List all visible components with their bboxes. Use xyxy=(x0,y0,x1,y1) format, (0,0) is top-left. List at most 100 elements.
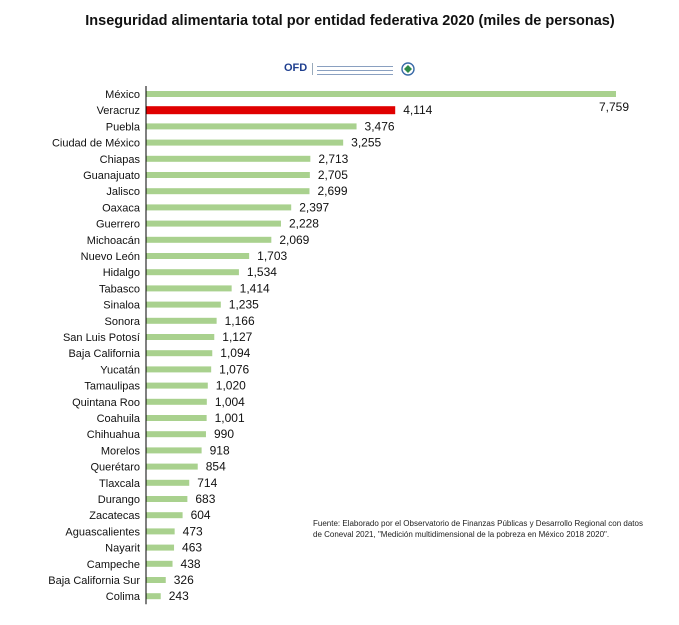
bar-ciudad-de-mexico xyxy=(146,139,344,146)
value-label-tabasco: 1,414 xyxy=(240,281,270,295)
bar-aguascalientes xyxy=(146,528,175,535)
bar-baja-california-sur xyxy=(146,577,166,583)
bar-mexico xyxy=(146,91,616,97)
value-label-durango: 683 xyxy=(195,492,215,506)
value-label-coahuila: 1,001 xyxy=(215,411,245,425)
category-label-campeche: Campeche xyxy=(87,559,140,571)
category-label-tabasco: Tabasco xyxy=(99,283,140,295)
bar-campeche xyxy=(146,560,173,567)
value-label-veracruz: 4,114 xyxy=(403,103,432,117)
value-label-mexico: 7,759 xyxy=(599,100,629,114)
value-label-michoacan: 2,069 xyxy=(279,233,309,247)
value-label-colima: 243 xyxy=(169,589,189,603)
value-label-san-luis-potosi: 1,127 xyxy=(222,330,252,344)
bar-puebla xyxy=(146,123,357,130)
category-label-ciudad-de-mexico: Ciudad de México xyxy=(52,138,140,150)
bar-chihuahua xyxy=(146,431,206,438)
category-label-aguascalientes: Aguascalientes xyxy=(65,526,140,538)
bar-san-luis-potosi xyxy=(146,334,215,340)
bar-guerrero xyxy=(146,220,281,227)
category-label-coahuila: Coahuila xyxy=(97,413,141,425)
category-label-morelos: Morelos xyxy=(101,445,141,457)
bar-tlaxcala xyxy=(146,479,190,486)
category-label-michoacan: Michoacán xyxy=(87,235,140,247)
category-label-san-luis-potosi: San Luis Potosí xyxy=(63,332,140,344)
value-label-guanajuato: 2,705 xyxy=(318,168,348,182)
category-label-guanajuato: Guanajuato xyxy=(83,170,140,182)
chart-title: Inseguridad alimentaria total por entida… xyxy=(85,13,615,29)
category-label-queretaro: Querétaro xyxy=(90,462,140,474)
value-label-chihuahua: 990 xyxy=(214,427,234,441)
bar-durango xyxy=(146,496,188,502)
value-label-baja-california: 1,094 xyxy=(220,346,250,360)
category-label-oaxaca: Oaxaca xyxy=(102,202,141,214)
value-label-campeche: 438 xyxy=(181,557,201,571)
category-label-chiapas: Chiapas xyxy=(100,154,141,166)
value-label-sinaloa: 1,235 xyxy=(229,298,259,312)
bar-baja-california xyxy=(146,350,213,357)
category-label-zacatecas: Zacatecas xyxy=(89,510,140,522)
source-note: Fuente: Elaborado por el Observatorio de… xyxy=(313,519,643,539)
bar-sonora xyxy=(146,317,217,324)
bar-veracruz xyxy=(146,106,396,115)
category-label-jalisco: Jalisco xyxy=(106,186,140,198)
value-label-nayarit: 463 xyxy=(182,541,202,555)
category-label-baja-california: Baja California xyxy=(68,348,140,360)
value-label-nuevo-leon: 1,703 xyxy=(257,249,287,263)
category-label-tlaxcala: Tlaxcala xyxy=(99,478,141,490)
value-label-jalisco: 2,699 xyxy=(317,184,347,198)
category-label-mexico: México xyxy=(105,89,140,101)
bar-chiapas xyxy=(146,155,311,162)
bar-hidalgo xyxy=(146,269,239,276)
category-label-durango: Durango xyxy=(98,494,140,506)
value-label-zacatecas: 604 xyxy=(191,508,211,522)
bar-yucatan xyxy=(146,366,212,373)
value-label-sonora: 1,166 xyxy=(225,314,255,328)
ofd-logo-emblem-icon xyxy=(401,62,415,76)
bar-sinaloa xyxy=(146,301,221,308)
bar-nuevo-leon xyxy=(146,253,250,259)
category-label-nayarit: Nayarit xyxy=(105,543,140,555)
value-label-hidalgo: 1,534 xyxy=(247,265,277,279)
bar-nayarit xyxy=(146,544,175,551)
value-label-guerrero: 2,228 xyxy=(289,217,319,231)
value-label-oaxaca: 2,397 xyxy=(299,200,329,214)
ofd-logo: OFD xyxy=(284,60,424,80)
value-label-ciudad-de-mexico: 3,255 xyxy=(351,136,381,150)
value-label-queretaro: 854 xyxy=(206,460,226,474)
value-label-tlaxcala: 714 xyxy=(197,476,217,490)
category-label-sonora: Sonora xyxy=(105,316,141,328)
bar-zacatecas xyxy=(146,512,183,519)
value-label-chiapas: 2,713 xyxy=(318,152,348,166)
bar-queretaro xyxy=(146,463,198,470)
category-label-nuevo-leon: Nuevo León xyxy=(81,251,140,263)
category-label-quintana-roo: Quintana Roo xyxy=(72,397,140,409)
value-label-puebla: 3,476 xyxy=(365,119,395,133)
category-label-chihuahua: Chihuahua xyxy=(87,429,141,441)
bar-colima xyxy=(146,593,161,600)
category-label-tamaulipas: Tamaulipas xyxy=(84,381,140,393)
category-label-sinaloa: Sinaloa xyxy=(103,300,141,312)
bar-guanajuato xyxy=(146,172,310,178)
bar-oaxaca xyxy=(146,204,292,211)
category-label-baja-california-sur: Baja California Sur xyxy=(48,575,140,587)
category-label-guerrero: Guerrero xyxy=(96,219,140,231)
value-label-morelos: 918 xyxy=(210,443,230,457)
bar-tamaulipas xyxy=(146,382,208,389)
bar-michoacan xyxy=(146,236,272,243)
value-label-baja-california-sur: 326 xyxy=(174,573,194,587)
bar-morelos xyxy=(146,447,202,454)
value-label-aguascalientes: 473 xyxy=(183,524,203,538)
bar-coahuila xyxy=(146,415,207,421)
ofd-logo-caption-lines xyxy=(312,63,393,75)
ofd-logo-text: OFD xyxy=(284,62,308,74)
value-label-yucatan: 1,076 xyxy=(219,362,249,376)
bar-jalisco xyxy=(146,188,310,195)
category-label-colima: Colima xyxy=(106,591,141,603)
bar-tabasco xyxy=(146,285,232,292)
category-label-yucatan: Yucatán xyxy=(100,364,140,376)
category-label-hidalgo: Hidalgo xyxy=(103,267,140,279)
value-label-quintana-roo: 1,004 xyxy=(215,395,245,409)
category-label-puebla: Puebla xyxy=(106,121,141,133)
